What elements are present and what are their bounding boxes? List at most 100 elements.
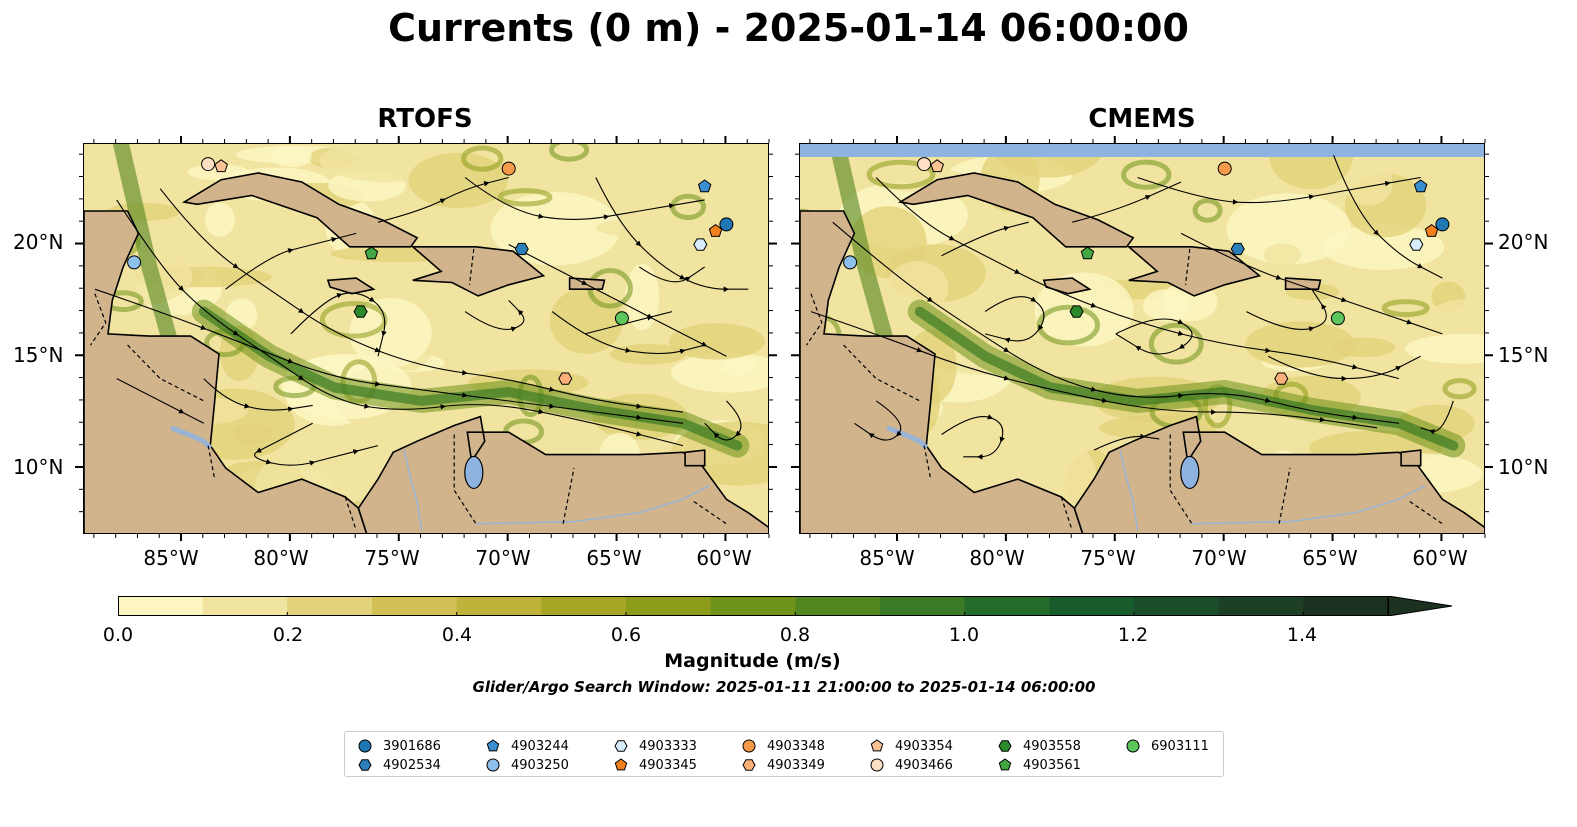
lake-maracaibo — [464, 455, 484, 490]
colorbar — [117, 595, 1453, 620]
legend-label: 4902534 — [383, 757, 441, 773]
legend-symbol — [742, 759, 756, 771]
colorbar-bin-0 — [118, 596, 204, 616]
legend-marker-circle — [742, 739, 756, 753]
cbar-tick-5: 1.0 — [948, 624, 980, 646]
orinoco-river — [1191, 485, 1426, 525]
land-trinidad — [1400, 449, 1422, 467]
legend-label: 4903345 — [639, 757, 697, 773]
float-3901686 — [1435, 217, 1450, 232]
float-4903349 — [1274, 372, 1289, 385]
legend-label: 4903561 — [1023, 757, 1081, 773]
lat-label-15n-right: 15°N — [1498, 343, 1549, 367]
float-4903345 — [708, 223, 723, 237]
cbar-tick-3: 0.6 — [610, 624, 642, 646]
cbar-tick-2: 0.4 — [441, 624, 473, 646]
legend-label: 4903244 — [511, 738, 569, 754]
eddy — [497, 188, 553, 207]
streamline-13 — [464, 300, 525, 332]
colorbar-bin-14 — [1303, 596, 1389, 616]
streamline-10 — [377, 176, 509, 223]
colorbar-outline — [118, 596, 1389, 616]
speed-patch — [233, 422, 273, 445]
streamline-15 — [638, 266, 706, 283]
river — [403, 449, 423, 531]
float-6903111 — [614, 311, 629, 326]
legend-label: 4903250 — [511, 757, 569, 773]
legend-symbol — [742, 739, 756, 753]
float-4903345 — [1424, 223, 1439, 237]
streamline-4 — [941, 414, 1005, 460]
legend-symbol — [870, 739, 884, 752]
colorbar-bin-10 — [964, 596, 1050, 616]
streamline-7 — [551, 311, 705, 355]
legend-symbol — [486, 758, 500, 772]
streamline-11 — [854, 400, 902, 441]
legend-symbol — [358, 759, 372, 771]
float-4903244 — [1413, 179, 1428, 193]
lon-label-65w: 65°W — [1302, 546, 1358, 570]
legend-item-4903561: 4903561 — [997, 756, 1081, 774]
legend-symbol — [1126, 739, 1140, 753]
colorbar-bin-6 — [626, 596, 712, 616]
yucatan-current — [829, 144, 896, 354]
legend-label: 6903111 — [1151, 738, 1209, 754]
float-4903250 — [843, 255, 858, 270]
border — [562, 467, 575, 524]
colorbar-bin-8 — [795, 596, 881, 616]
colorbar-bin-9 — [880, 596, 966, 616]
streamline-12 — [1420, 400, 1454, 435]
speed-patch — [271, 145, 312, 168]
streamline-9 — [203, 378, 313, 412]
streamline-3 — [984, 296, 1045, 343]
lon-label-80w-left: 80°W — [253, 546, 309, 570]
float-4903561 — [364, 246, 379, 260]
eddy — [1192, 198, 1223, 223]
border — [843, 344, 921, 402]
streamlines — [810, 155, 1454, 460]
lat-label-15n: 15°N — [13, 343, 64, 367]
float-3901686 — [719, 217, 734, 232]
streamline-7 — [1246, 288, 1327, 332]
speed-patch — [204, 202, 235, 237]
streamline-12 — [704, 400, 742, 441]
legend-label: 4903348 — [767, 738, 825, 754]
colorbar-bin-12 — [1134, 596, 1220, 616]
float-4903354 — [930, 159, 944, 173]
legend-item-3901686: 3901686 — [357, 737, 441, 755]
lon-label-65w-left: 65°W — [586, 546, 642, 570]
colorbar-bin-11 — [1049, 596, 1135, 616]
lat-label-20n: 20°N — [13, 230, 64, 254]
float-4903333 — [1409, 238, 1424, 251]
figure-title: Currents (0 m) - 2025-01-14 06:00:00 — [388, 6, 1189, 50]
speed-patch — [1143, 289, 1190, 322]
float-4903561 — [1080, 246, 1095, 260]
panel-title-cmems: CMEMS — [1088, 104, 1196, 134]
speed-patch — [1245, 321, 1356, 368]
float-4903244 — [697, 179, 712, 193]
legend-label: 4903466 — [895, 757, 953, 773]
float-4903333 — [693, 238, 708, 251]
legend-item-4903466: 4903466 — [869, 756, 953, 774]
float-4902534 — [1230, 242, 1245, 256]
border — [207, 445, 216, 480]
border — [90, 293, 107, 346]
streamline-5 — [1180, 232, 1443, 335]
land-trinidad — [684, 449, 706, 467]
search-window-caption: Glider/Argo Search Window: 2025-01-11 21… — [472, 678, 1096, 696]
float-4903348 — [501, 161, 516, 176]
legend-item-6903111: 6903111 — [1125, 737, 1209, 755]
map-panel-cmems — [799, 143, 1485, 534]
streamline-10 — [1072, 181, 1182, 223]
colorbar-extend-arrow — [1387, 595, 1453, 617]
legend-marker-pentagon — [486, 739, 500, 752]
float-4903354 — [214, 159, 228, 173]
float-4903250 — [127, 255, 142, 270]
legend-label: 4903354 — [895, 738, 953, 754]
border — [1060, 496, 1073, 531]
colorbar-bin-7 — [710, 596, 796, 616]
float-4903558 — [353, 305, 368, 318]
legend-marker-circle — [486, 758, 500, 772]
streamline-2 — [875, 177, 1400, 380]
cbar-tick-1: 0.2 — [272, 624, 304, 646]
